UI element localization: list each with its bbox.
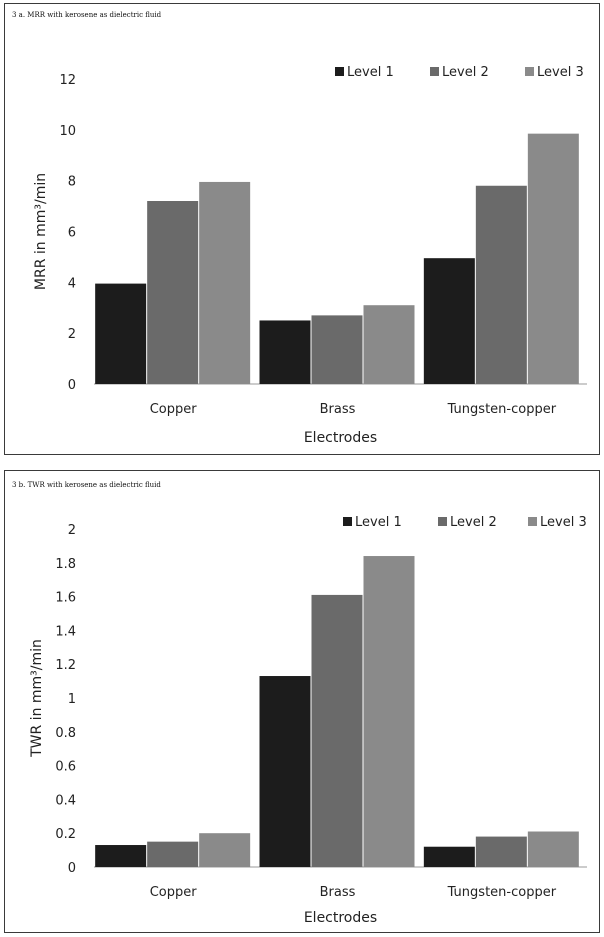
- legend-label: Level 2: [442, 65, 489, 80]
- y-tick-label: 1.2: [55, 658, 76, 673]
- bar-tungsten-copper-level-1: [423, 846, 475, 867]
- legend-swatch: [525, 67, 534, 76]
- y-tick-label: 8: [68, 175, 76, 190]
- chart-title: 3 a. MRR with kerosene as dielectric flu…: [12, 11, 162, 19]
- legend-label: Level 3: [540, 515, 587, 530]
- legend-label: Level 2: [450, 515, 497, 530]
- legend-swatch: [335, 67, 344, 76]
- y-tick-label: 1.6: [55, 591, 76, 606]
- bar-copper-level-1: [95, 283, 147, 384]
- y-tick-label: 1: [68, 692, 76, 707]
- legend-label: Level 1: [355, 515, 402, 530]
- legend-label: Level 1: [347, 65, 394, 80]
- y-tick-label: 0.2: [55, 827, 76, 842]
- x-axis-title: Electrodes: [304, 430, 377, 446]
- chart-panel-twr: 3 b. TWR with kerosene as dielectric flu…: [4, 470, 600, 933]
- legend-swatch: [430, 67, 439, 76]
- x-category-label: Brass: [320, 885, 356, 900]
- x-category-label: Tungsten-copper: [447, 885, 557, 900]
- bar-brass-level-1: [259, 320, 311, 384]
- bar-brass-level-1: [259, 676, 311, 867]
- twr-bar-chart: 0 0.2 0.4 0.6 0.8 1 1.2 1.4 1.6 1.8 2 Copper Brass Tu…: [29, 515, 587, 926]
- legend-swatch: [528, 517, 537, 526]
- bar-brass-level-3: [363, 556, 415, 867]
- y-tick-label: 1.8: [55, 557, 76, 572]
- chart-panel-mrr: 3 a. MRR with kerosene as dielectric flu…: [4, 3, 600, 455]
- bar-copper-level-3: [199, 181, 251, 384]
- bar-copper-level-2: [147, 201, 199, 384]
- bar-copper-level-2: [147, 841, 199, 867]
- bar-brass-level-2: [311, 315, 363, 384]
- x-category-label: Copper: [150, 885, 198, 900]
- y-tick-label: 2: [68, 523, 76, 538]
- y-axis-title: MRR in mm³/min: [33, 173, 49, 290]
- y-tick-label: 1.4: [55, 624, 76, 639]
- bar-brass-level-2: [311, 594, 363, 867]
- bar-tungsten-copper-level-3: [527, 133, 579, 384]
- chart-title: 3 b. TWR with kerosene as dielectric flu…: [12, 481, 161, 489]
- y-tick-label: 6: [68, 226, 76, 241]
- y-tick-label: 2: [68, 327, 76, 342]
- y-tick-label: 0: [68, 861, 76, 876]
- x-axis-title: Electrodes: [304, 910, 377, 926]
- bar-copper-level-3: [199, 833, 251, 867]
- legend-swatch: [438, 517, 447, 526]
- y-tick-label: 0.6: [55, 760, 76, 775]
- x-category-label: Tungsten-copper: [447, 402, 557, 417]
- legend-swatch: [343, 517, 352, 526]
- y-axis-title: TWR in mm³/min: [29, 639, 45, 758]
- bar-brass-level-3: [363, 305, 415, 384]
- bar-tungsten-copper-level-2: [475, 836, 527, 867]
- y-tick-label: 0.4: [55, 793, 76, 808]
- x-category-label: Brass: [320, 402, 356, 417]
- mrr-bar-chart: 0 2 4 6 8 10 12 Copper Brass Tungsten-copper Elect…: [33, 65, 587, 446]
- bar-tungsten-copper-level-3: [527, 831, 579, 867]
- y-tick-label: 12: [59, 73, 76, 88]
- x-category-label: Copper: [150, 402, 198, 417]
- bar-tungsten-copper-level-1: [423, 258, 475, 384]
- y-tick-label: 0: [68, 378, 76, 393]
- bar-tungsten-copper-level-2: [475, 185, 527, 384]
- y-tick-label: 4: [68, 276, 76, 291]
- y-tick-label: 10: [59, 124, 76, 139]
- legend-label: Level 3: [537, 65, 584, 80]
- bar-copper-level-1: [95, 845, 147, 867]
- y-tick-label: 0.8: [55, 726, 76, 741]
